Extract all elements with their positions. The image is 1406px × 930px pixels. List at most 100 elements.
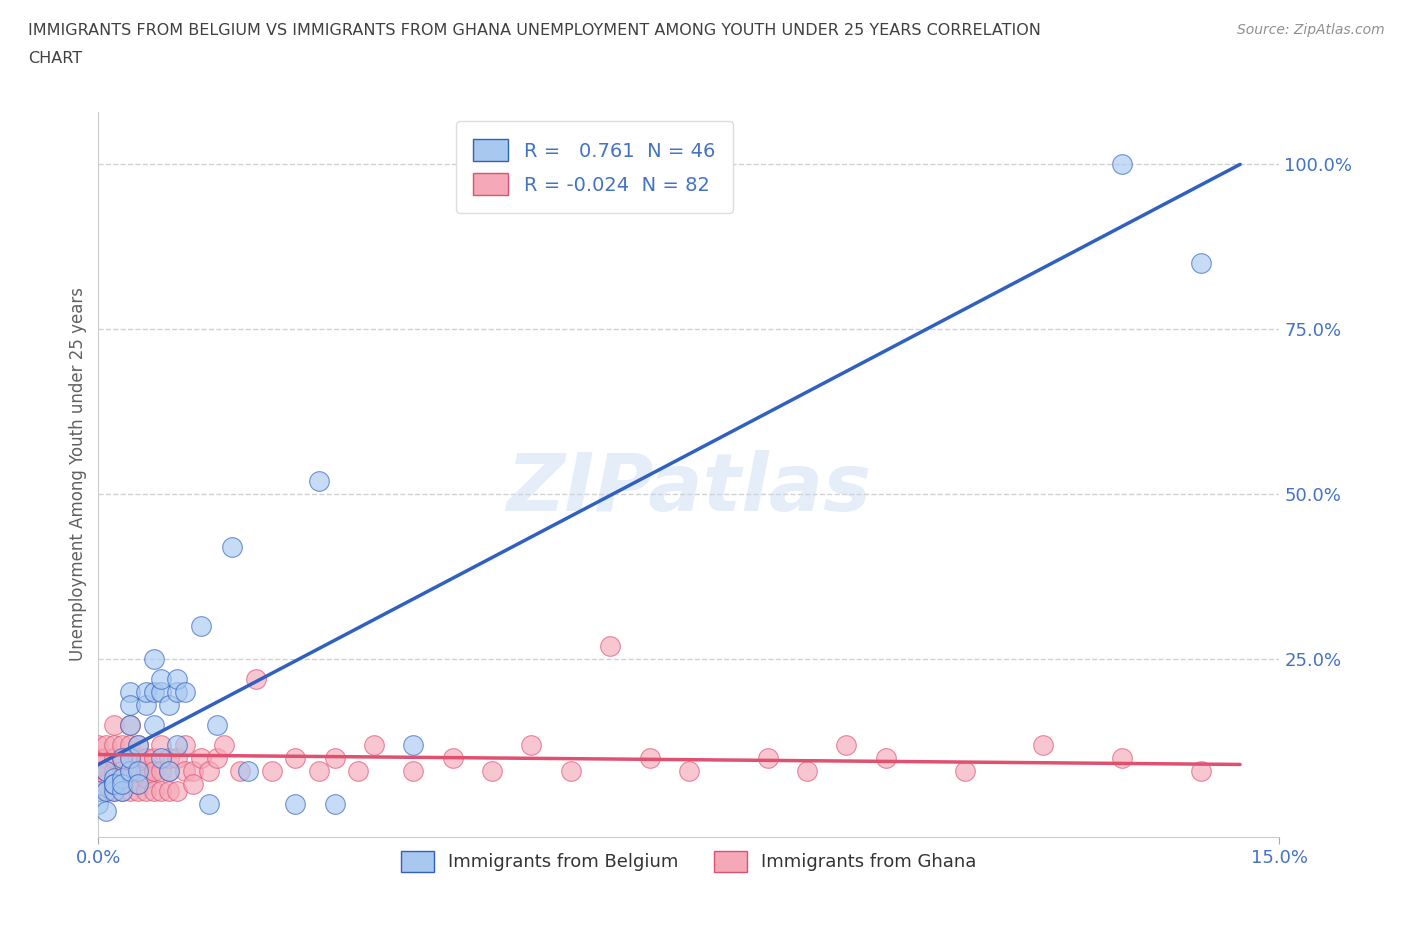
Point	[190, 751, 212, 765]
Point	[214, 737, 236, 752]
Point	[835, 737, 858, 752]
Point	[150, 671, 173, 686]
Point	[111, 777, 134, 791]
Point	[190, 618, 212, 633]
Point	[103, 737, 125, 752]
Point	[111, 777, 134, 791]
Point	[402, 737, 425, 752]
Point	[229, 764, 252, 778]
Point	[245, 671, 267, 686]
Text: Source: ZipAtlas.com: Source: ZipAtlas.com	[1237, 23, 1385, 37]
Point	[174, 684, 197, 699]
Point	[103, 783, 125, 798]
Point	[118, 717, 141, 732]
Point	[150, 764, 173, 778]
Point	[87, 751, 110, 765]
Legend: Immigrants from Belgium, Immigrants from Ghana: Immigrants from Belgium, Immigrants from…	[394, 844, 984, 879]
Point	[150, 684, 173, 699]
Point	[1111, 157, 1133, 172]
Point	[157, 783, 180, 798]
Point	[678, 764, 700, 778]
Point	[118, 737, 141, 752]
Point	[347, 764, 370, 778]
Point	[87, 783, 110, 798]
Text: CHART: CHART	[28, 51, 82, 66]
Point	[166, 737, 188, 752]
Point	[323, 751, 346, 765]
Point	[96, 783, 118, 798]
Point	[174, 737, 197, 752]
Point	[87, 797, 110, 812]
Point	[127, 783, 149, 798]
Point	[205, 717, 228, 732]
Point	[1189, 256, 1212, 271]
Point	[103, 777, 125, 791]
Point	[638, 751, 661, 765]
Point	[197, 764, 219, 778]
Point	[127, 764, 149, 778]
Point	[181, 777, 204, 791]
Point	[1032, 737, 1054, 752]
Point	[96, 764, 118, 778]
Point	[118, 751, 141, 765]
Point	[756, 751, 779, 765]
Point	[111, 737, 134, 752]
Point	[96, 783, 118, 798]
Point	[111, 764, 134, 778]
Point	[363, 737, 385, 752]
Point	[560, 764, 582, 778]
Point	[103, 717, 125, 732]
Point	[157, 764, 180, 778]
Point	[166, 783, 188, 798]
Point	[96, 804, 118, 818]
Point	[1189, 764, 1212, 778]
Point	[103, 764, 125, 778]
Point	[402, 764, 425, 778]
Point	[166, 671, 188, 686]
Y-axis label: Unemployment Among Youth under 25 years: Unemployment Among Youth under 25 years	[69, 287, 87, 661]
Point	[150, 737, 173, 752]
Point	[111, 783, 134, 798]
Point	[323, 797, 346, 812]
Point	[135, 684, 157, 699]
Point	[236, 764, 259, 778]
Point	[127, 764, 149, 778]
Point	[221, 539, 243, 554]
Point	[118, 698, 141, 712]
Point	[127, 777, 149, 791]
Point	[875, 751, 897, 765]
Point	[103, 777, 125, 791]
Point	[166, 751, 188, 765]
Point	[118, 770, 141, 785]
Text: IMMIGRANTS FROM BELGIUM VS IMMIGRANTS FROM GHANA UNEMPLOYMENT AMONG YOUTH UNDER : IMMIGRANTS FROM BELGIUM VS IMMIGRANTS FR…	[28, 23, 1040, 38]
Point	[103, 751, 125, 765]
Point	[127, 777, 149, 791]
Point	[118, 717, 141, 732]
Point	[111, 770, 134, 785]
Point	[118, 751, 141, 765]
Point	[103, 783, 125, 798]
Point	[118, 764, 141, 778]
Point	[142, 751, 165, 765]
Point	[118, 684, 141, 699]
Point	[103, 777, 125, 791]
Point	[441, 751, 464, 765]
Point	[142, 717, 165, 732]
Point	[96, 751, 118, 765]
Point	[142, 783, 165, 798]
Point	[111, 751, 134, 765]
Point	[142, 652, 165, 667]
Point	[150, 783, 173, 798]
Point	[111, 764, 134, 778]
Point	[111, 751, 134, 765]
Point	[87, 783, 110, 798]
Point	[796, 764, 818, 778]
Point	[87, 783, 110, 798]
Point	[96, 764, 118, 778]
Point	[157, 764, 180, 778]
Point	[181, 764, 204, 778]
Point	[157, 751, 180, 765]
Point	[87, 737, 110, 752]
Point	[96, 777, 118, 791]
Point	[284, 797, 307, 812]
